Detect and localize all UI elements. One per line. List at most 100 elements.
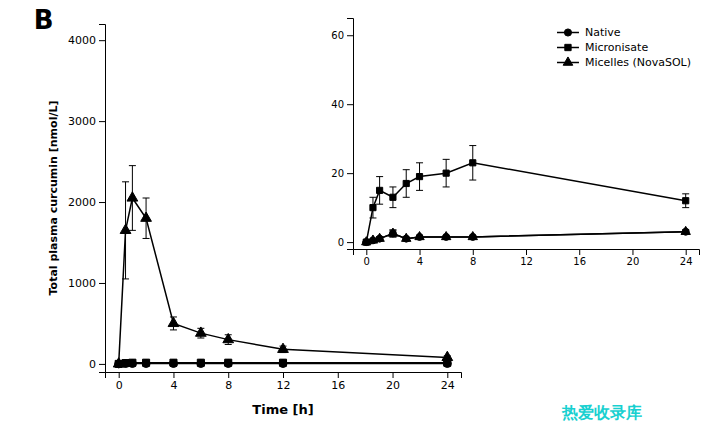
legend: Native Micronisate Micelles (NovaSOL) <box>557 26 691 69</box>
tick-label: 1000 <box>68 277 96 290</box>
tick: 0 <box>338 237 353 248</box>
marker <box>388 228 397 236</box>
error-bar <box>682 194 689 208</box>
x-axis: 0 4 8 12 16 20 24 <box>106 372 462 392</box>
legend-item: Native <box>557 26 621 39</box>
marker <box>441 232 450 240</box>
tick-label: 8 <box>225 379 232 392</box>
tick: 24 <box>441 372 455 392</box>
marker <box>127 192 138 201</box>
y-axis: 01000200030004000 <box>68 25 106 373</box>
tick: 20 <box>386 372 400 392</box>
tick-mark <box>347 242 353 243</box>
tick-mark <box>283 372 284 378</box>
series <box>115 360 452 368</box>
legend-label: Micelles (NovaSOL) <box>585 56 691 69</box>
tick-label: 16 <box>573 256 586 267</box>
tick-mark <box>99 364 105 365</box>
tick: 12 <box>520 249 533 267</box>
annotation: 热爱收录库 <box>561 403 642 422</box>
tick: 4 <box>170 372 177 392</box>
tick: 12 <box>277 372 291 392</box>
line <box>366 163 685 242</box>
tick-label: 24 <box>680 256 693 267</box>
tick-label: 20 <box>627 256 640 267</box>
tick-label: 2000 <box>68 196 96 209</box>
marker <box>197 360 205 368</box>
legend-item: Micelles (NovaSOL) <box>557 56 691 69</box>
marker <box>444 359 451 366</box>
tick: 60 <box>331 30 353 41</box>
tick-label: 20 <box>331 168 344 179</box>
tick-label: 20 <box>386 379 400 392</box>
tick-mark <box>338 372 339 378</box>
plot-background <box>353 18 699 249</box>
tick-mark <box>99 283 105 284</box>
tick-mark <box>420 249 421 255</box>
tick-mark <box>579 249 580 255</box>
tick-mark <box>393 372 394 378</box>
tick: 0 <box>364 249 370 267</box>
marker <box>468 232 477 240</box>
tick-label: 24 <box>441 379 455 392</box>
tick-mark <box>119 372 120 378</box>
marker <box>370 205 376 211</box>
tick: 20 <box>627 249 640 267</box>
tick: 4 <box>417 249 423 267</box>
tick: 40 <box>331 99 353 110</box>
marker <box>225 359 232 366</box>
marker <box>170 359 177 366</box>
marker <box>115 360 123 368</box>
chart: 048121620240204060NativeMicronisateMicel… <box>331 18 699 267</box>
tick-label: 60 <box>331 30 344 41</box>
marker <box>403 180 409 186</box>
tick-mark <box>347 35 353 36</box>
marker <box>279 359 286 366</box>
series <box>363 228 689 245</box>
tick-mark <box>228 372 229 378</box>
legend-label: Micronisate <box>585 41 648 54</box>
x-axis: 04812162024 <box>354 249 700 267</box>
tick: 4000 <box>68 34 105 47</box>
axis-line <box>347 19 354 250</box>
tick-mark <box>347 173 353 174</box>
tick-label: 0 <box>338 237 344 248</box>
tick: 16 <box>331 372 345 392</box>
marker <box>681 226 690 234</box>
legend-symbol <box>563 57 573 65</box>
legend-symbol <box>565 44 571 50</box>
marks <box>362 146 691 246</box>
tick-label: 4 <box>417 256 423 267</box>
marker <box>122 360 130 368</box>
tick-mark <box>526 249 527 255</box>
tick-mark <box>473 249 474 255</box>
tick: 3000 <box>68 115 105 128</box>
series <box>115 359 451 367</box>
marker <box>470 160 476 166</box>
marker <box>390 194 396 200</box>
line <box>366 232 685 242</box>
title: B <box>34 5 54 35</box>
tick-mark <box>173 372 174 378</box>
tick-mark <box>99 121 105 122</box>
axis-line <box>106 373 462 379</box>
tick-mark <box>99 202 105 203</box>
error-bar <box>389 187 396 208</box>
marker <box>141 212 152 221</box>
tick: 24 <box>680 249 693 267</box>
marker <box>169 360 177 368</box>
error-bar <box>376 177 383 205</box>
tick-label: 3000 <box>68 115 96 128</box>
tick-label: 0 <box>364 256 370 267</box>
marker <box>195 327 206 336</box>
tick-label: 4 <box>170 379 177 392</box>
marker <box>120 224 131 233</box>
figure: 0481216202401000200030004000BTime [h]Tot… <box>0 0 721 430</box>
marker <box>416 174 422 180</box>
tick-mark <box>447 372 448 378</box>
marker <box>683 198 689 204</box>
error-bar <box>416 163 423 191</box>
tick: 1000 <box>68 277 105 290</box>
marker <box>197 359 204 366</box>
tick: 0 <box>116 372 123 392</box>
